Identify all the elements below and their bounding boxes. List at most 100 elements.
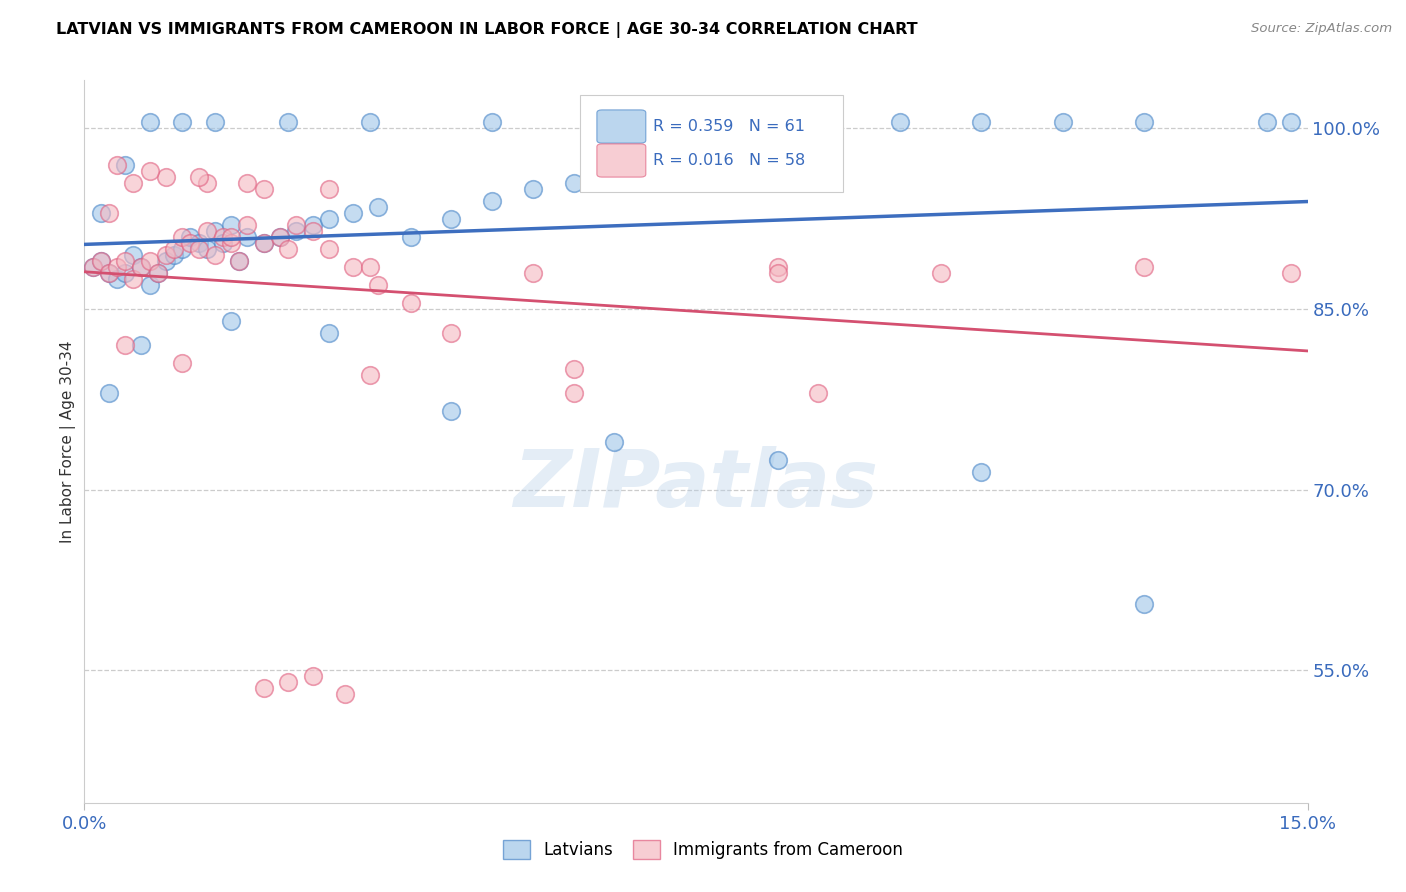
Point (195, 242, 218, 256)
Point (269, 230, 291, 244)
Point (929, 266, 952, 280)
Point (146, 266, 169, 280)
Point (97, 386, 120, 401)
Point (172, 242, 194, 256)
Point (440, 211, 463, 226)
Point (367, 277, 389, 292)
Point (277, 242, 299, 256)
Point (187, 235, 209, 250)
Point (440, 326, 463, 341)
Point (603, 434, 626, 449)
Point (138, 277, 160, 292)
Point (155, 169, 177, 184)
Point (970, 465, 993, 479)
Point (138, 254, 160, 268)
Point (195, 224, 218, 238)
Point (440, 404, 463, 418)
Point (562, 362, 585, 376)
Point (342, 260, 364, 274)
Point (318, 181, 340, 195)
Point (90, 254, 112, 268)
Point (131, 338, 153, 352)
Point (204, 248, 226, 262)
Point (172, 115, 194, 129)
Point (138, 163, 160, 178)
Point (212, 235, 235, 250)
Point (253, 235, 276, 250)
Point (253, 181, 276, 195)
Point (285, 218, 308, 232)
Point (359, 115, 381, 129)
Point (342, 205, 364, 219)
Point (481, 194, 503, 208)
Point (889, 115, 911, 129)
Point (114, 254, 136, 268)
Point (219, 230, 242, 244)
Point (114, 158, 136, 172)
Text: R = 0.016   N = 58: R = 0.016 N = 58 (654, 153, 806, 168)
Point (1133, 115, 1156, 129)
Point (562, 176, 585, 190)
Point (766, 260, 789, 274)
Point (105, 260, 128, 274)
Point (301, 218, 323, 232)
Point (212, 230, 235, 244)
Point (97, 266, 120, 280)
Legend: Latvians, Immigrants from Cameroon: Latvians, Immigrants from Cameroon (496, 833, 910, 866)
Point (122, 176, 145, 190)
Point (301, 224, 323, 238)
Point (195, 176, 218, 190)
Text: ZIPatlas: ZIPatlas (513, 446, 879, 524)
Point (1279, 115, 1302, 129)
Point (1133, 597, 1156, 611)
Point (807, 115, 830, 129)
Text: Source: ZipAtlas.com: Source: ZipAtlas.com (1251, 22, 1392, 36)
Point (644, 163, 666, 178)
Point (204, 115, 226, 129)
Point (1133, 260, 1156, 274)
Point (155, 254, 177, 268)
Point (253, 235, 276, 250)
Point (807, 115, 830, 129)
Point (807, 386, 830, 401)
Point (146, 266, 169, 280)
Point (219, 235, 242, 250)
Point (1279, 266, 1302, 280)
Point (1256, 115, 1278, 129)
Point (219, 218, 242, 232)
Point (179, 235, 201, 250)
Text: R = 0.359   N = 61: R = 0.359 N = 61 (654, 119, 806, 134)
Point (399, 296, 422, 310)
Point (970, 115, 993, 129)
Point (318, 211, 340, 226)
Point (97, 266, 120, 280)
Point (1052, 115, 1074, 129)
Point (122, 272, 145, 286)
Point (204, 224, 226, 238)
Point (179, 230, 201, 244)
Point (725, 115, 748, 129)
Point (228, 254, 250, 268)
FancyBboxPatch shape (598, 144, 645, 178)
Point (359, 260, 381, 274)
Point (236, 230, 259, 244)
Point (163, 248, 186, 262)
Point (187, 242, 209, 256)
Point (562, 386, 585, 401)
Point (318, 242, 340, 256)
Point (766, 452, 789, 467)
Point (236, 176, 259, 190)
Point (122, 248, 145, 262)
Point (269, 230, 291, 244)
Point (138, 115, 160, 129)
Point (301, 669, 323, 683)
Point (367, 200, 389, 214)
Point (90, 205, 112, 219)
Point (481, 115, 503, 129)
Point (335, 687, 357, 701)
Y-axis label: In Labor Force | Age 30-34: In Labor Force | Age 30-34 (60, 340, 76, 543)
Point (114, 266, 136, 280)
Point (82, 260, 104, 274)
Point (399, 230, 422, 244)
Text: LATVIAN VS IMMIGRANTS FROM CAMEROON IN LABOR FORCE | AGE 30-34 CORRELATION CHART: LATVIAN VS IMMIGRANTS FROM CAMEROON IN L… (56, 22, 918, 38)
